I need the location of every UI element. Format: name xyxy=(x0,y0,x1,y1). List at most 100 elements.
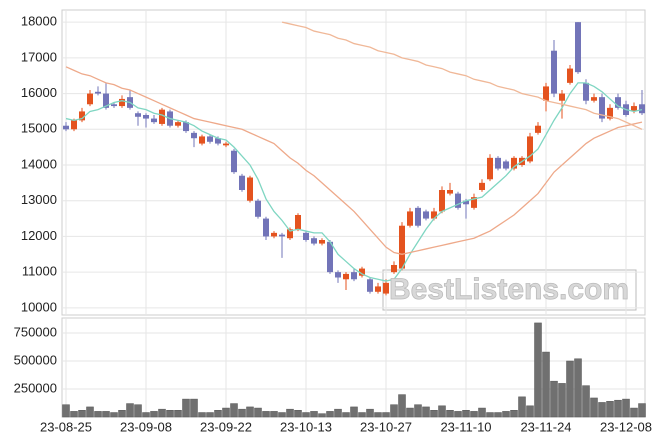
candle-body xyxy=(71,120,77,130)
candle-body xyxy=(111,104,117,107)
candle-body xyxy=(207,136,213,142)
candle-body xyxy=(295,215,301,230)
candle-body xyxy=(503,161,509,169)
y-tick-label: 16000 xyxy=(21,85,57,100)
x-tick-label: 23-11-10 xyxy=(440,419,491,434)
candle-body xyxy=(255,200,261,217)
candle-body xyxy=(383,282,389,294)
volume-bar xyxy=(230,403,238,418)
volume-bar xyxy=(86,406,94,418)
volume-bar xyxy=(582,385,590,418)
volume-bar xyxy=(454,411,462,418)
y-tick-label: 17000 xyxy=(21,49,57,64)
volume-bar xyxy=(358,412,366,418)
y-tick-label: 500000 xyxy=(14,352,57,367)
candle-body xyxy=(575,22,581,73)
volume-bar xyxy=(614,399,622,418)
volume-bar xyxy=(286,408,294,418)
candle-body xyxy=(607,107,613,119)
volume-bar xyxy=(430,410,438,418)
candle-body xyxy=(583,82,589,101)
volume-bar xyxy=(102,411,110,418)
candle-body xyxy=(535,125,541,133)
volume-bar xyxy=(190,398,198,418)
volume-bar xyxy=(158,408,166,418)
candle-body xyxy=(335,272,341,278)
volume-bar xyxy=(142,412,150,418)
volume-bar xyxy=(510,410,518,418)
volume-bar xyxy=(414,404,422,418)
candle-body xyxy=(559,93,565,101)
volume-bar xyxy=(294,410,302,418)
volume-bar xyxy=(350,406,358,418)
volume-bar xyxy=(630,407,638,418)
volume-bar xyxy=(110,412,118,418)
candle-body xyxy=(615,97,621,108)
x-tick-label: 23-08-25 xyxy=(40,419,92,434)
x-tick-label: 23-09-08 xyxy=(120,419,172,434)
volume-bar xyxy=(198,412,206,418)
y-tick-label: 12000 xyxy=(21,228,57,243)
y-tick-label: 11000 xyxy=(22,264,57,279)
candle-body xyxy=(471,197,477,208)
volume-bar xyxy=(382,412,390,418)
candle-body xyxy=(63,125,69,130)
volume-bar xyxy=(566,360,574,418)
candle-body xyxy=(263,218,269,237)
candle-body xyxy=(543,86,549,101)
candle-body xyxy=(87,93,93,105)
volume-bar xyxy=(134,404,142,418)
volume-bar xyxy=(278,412,286,418)
volume-bar xyxy=(150,411,158,418)
volume-bar xyxy=(94,411,102,418)
candle-body xyxy=(487,157,493,180)
candle-body xyxy=(247,177,253,201)
volume-bar xyxy=(478,407,486,418)
price-panel xyxy=(61,9,646,316)
candle-body xyxy=(527,136,533,162)
volume-bar xyxy=(606,401,614,418)
candle-body xyxy=(319,240,325,244)
plot xyxy=(63,21,645,296)
candle-body xyxy=(599,97,605,119)
volume-bar xyxy=(222,407,230,418)
candle-body xyxy=(639,104,645,114)
volume-bar xyxy=(262,411,270,418)
volume-bar xyxy=(438,405,446,418)
volume-bar xyxy=(486,412,494,418)
y-tick-label: 18000 xyxy=(21,14,57,29)
volume-bar xyxy=(310,411,318,418)
volume-bar xyxy=(62,404,70,418)
candle-body xyxy=(95,91,101,94)
volume-bar xyxy=(390,404,398,418)
volume-bar xyxy=(590,397,598,418)
candle-body xyxy=(351,272,357,280)
volume-bar xyxy=(406,407,414,418)
x-tick-label: 23-10-13 xyxy=(280,419,332,434)
volume-bar xyxy=(470,411,478,418)
volume-bar xyxy=(398,394,406,418)
moving-average-line xyxy=(65,82,643,282)
volume-bar xyxy=(598,402,606,418)
candle-body xyxy=(191,132,197,139)
volume-bar xyxy=(526,405,534,418)
x-tick-label: 23-10-27 xyxy=(360,419,412,434)
candle-body xyxy=(407,211,413,226)
candle-body xyxy=(495,157,501,169)
candle-body xyxy=(567,68,573,83)
volume-bar xyxy=(182,398,190,418)
candle-body xyxy=(343,273,349,280)
candle-body xyxy=(591,97,597,101)
volume-bar xyxy=(502,411,510,418)
volume-bar xyxy=(326,411,334,418)
volume-bar xyxy=(638,403,646,418)
volume-bar xyxy=(446,410,454,418)
candle-body xyxy=(215,138,221,144)
volume-bar xyxy=(422,406,430,418)
candle-body xyxy=(303,232,309,240)
volume-bar xyxy=(518,396,526,418)
candle-body xyxy=(359,268,365,276)
volume-bar xyxy=(534,322,542,418)
candle-body xyxy=(551,50,557,94)
